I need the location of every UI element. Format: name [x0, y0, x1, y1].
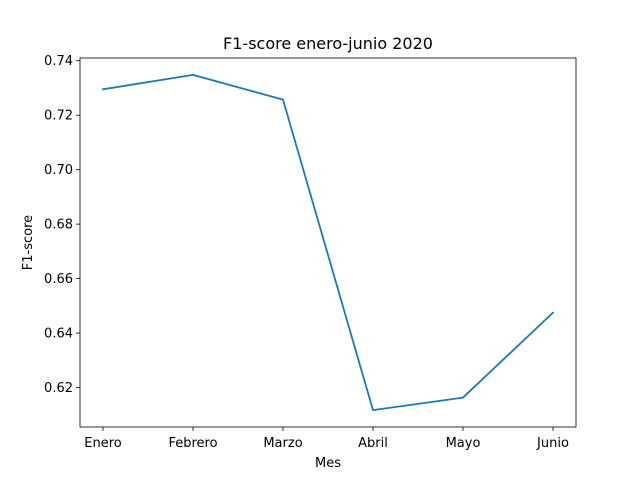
chart-title: F1-score enero-junio 2020 [223, 34, 433, 53]
x-tick-label: Mayo [446, 436, 481, 451]
y-axis-label: F1-score [21, 215, 36, 270]
y-tick-label: 0.62 [44, 381, 73, 396]
y-tick-label: 0.74 [44, 54, 73, 69]
x-tick-label: Enero [84, 436, 122, 451]
x-tick-label: Junio [536, 436, 569, 451]
series-layer [101, 73, 555, 412]
series-line [101, 73, 555, 412]
x-axis-ticks: Enero Febrero Marzo Abril Mayo Junio [84, 427, 569, 451]
y-tick-label: 0.72 [44, 109, 73, 124]
x-tick-label: Febrero [168, 436, 217, 451]
y-tick-label: 0.70 [44, 163, 73, 178]
y-axis-ticks: 0.62 0.64 0.66 0.68 0.70 0.72 0.74 [44, 54, 80, 396]
plot-frame [79, 57, 577, 428]
x-axis-label: Mes [315, 456, 341, 471]
x-tick-label: Abril [358, 436, 388, 451]
x-tick-label: Marzo [263, 436, 302, 451]
y-tick-label: 0.68 [44, 218, 73, 233]
y-tick-label: 0.66 [44, 272, 73, 287]
y-tick-label: 0.64 [44, 327, 73, 342]
